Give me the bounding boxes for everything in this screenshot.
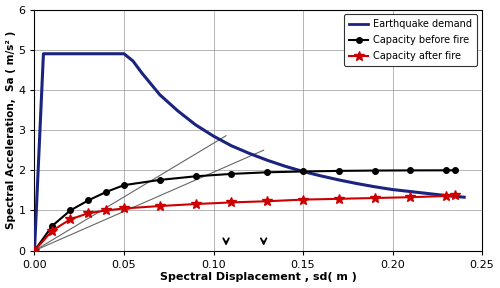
X-axis label: Spectral Displacement , sd( m ): Spectral Displacement , sd( m )	[160, 272, 356, 283]
Y-axis label: Spectral Acceleration,  Sa ( m/s² ): Spectral Acceleration, Sa ( m/s² )	[6, 31, 16, 229]
Legend: Earthquake demand, Capacity before fire, Capacity after fire: Earthquake demand, Capacity before fire,…	[344, 14, 477, 66]
